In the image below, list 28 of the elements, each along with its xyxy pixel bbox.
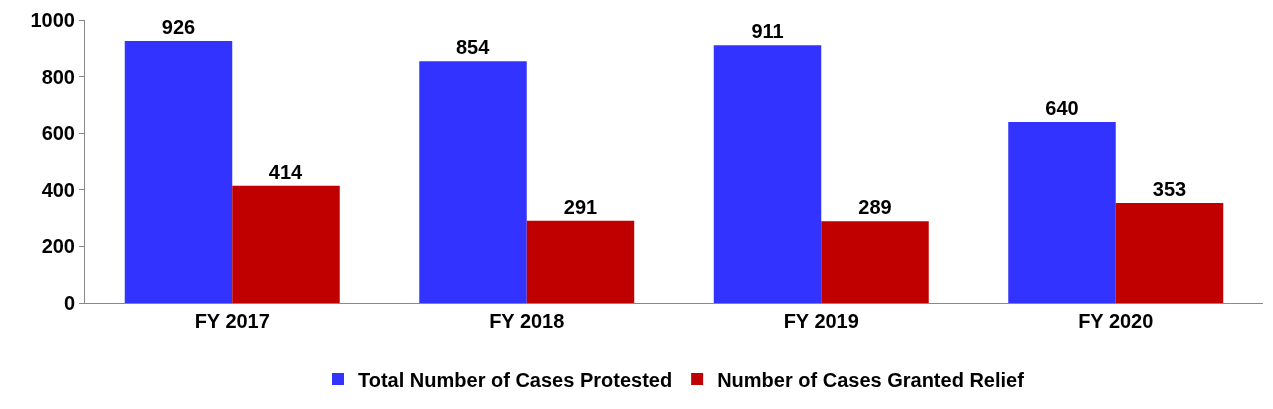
x-tick-label: FY 2018	[489, 310, 565, 332]
x-tick-label: FY 2019	[783, 310, 859, 332]
data-label: 414	[268, 160, 304, 183]
y-tick-label: 600	[41, 122, 75, 145]
y-tick-label: 1000	[30, 9, 75, 31]
bar	[419, 61, 527, 303]
data-label: 291	[563, 195, 598, 218]
bar	[1115, 203, 1224, 303]
bar	[526, 220, 635, 303]
bar	[232, 185, 340, 303]
data-label: 640	[1045, 96, 1079, 119]
bar	[713, 45, 822, 303]
y-tick-label: 400	[41, 178, 75, 201]
legend-label: Number of Cases Granted Relief	[717, 368, 1025, 391]
bar	[1008, 121, 1116, 303]
x-tick-label: FY 2017	[194, 310, 270, 332]
bar	[124, 40, 233, 303]
y-tick-label: 200	[41, 235, 75, 258]
legend-label: Total Number of Cases Protested	[358, 368, 673, 391]
data-label: 854	[455, 36, 491, 59]
data-label: 289	[858, 196, 892, 219]
y-tick-label: 800	[41, 65, 75, 88]
data-label: 911	[751, 20, 784, 43]
x-tick-label: FY 2020	[1078, 310, 1154, 332]
bar	[821, 221, 929, 303]
y-tick-label: 0	[63, 292, 75, 314]
data-label: 353	[1152, 178, 1187, 201]
data-label: 926	[161, 15, 196, 38]
